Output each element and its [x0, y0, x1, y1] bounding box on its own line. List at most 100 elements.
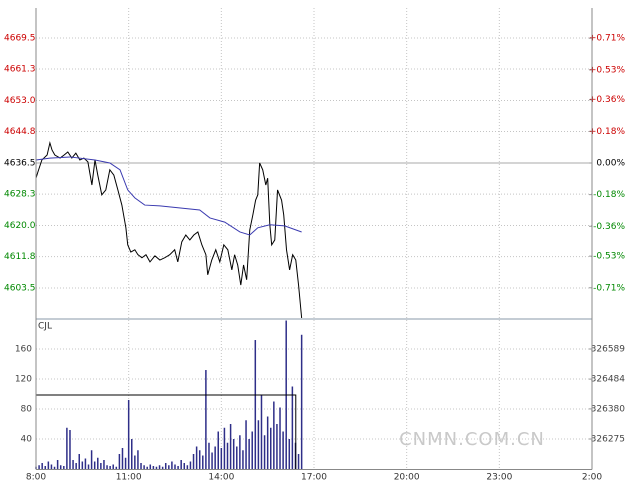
- volume-bar: [266, 416, 269, 469]
- volume-bar: [177, 466, 179, 469]
- volume-bar: [189, 461, 192, 469]
- y-tick-label: 40: [21, 435, 33, 445]
- y-tick-label: 4603.5: [4, 284, 36, 294]
- volume-bar: [78, 454, 80, 469]
- volume-bar: [53, 466, 56, 469]
- volume-bar: [112, 464, 114, 469]
- y-tick-label: 80: [21, 405, 33, 415]
- y2-tick-label: +0.18%: [589, 127, 626, 137]
- y2-tick-label: -0.18%: [593, 190, 625, 200]
- volume-bar: [66, 427, 68, 469]
- volume-bar: [118, 454, 121, 469]
- y-tick-label: 4611.8: [4, 252, 36, 262]
- volume-bar: [155, 466, 158, 469]
- volume-bar: [211, 452, 213, 469]
- volume-bar: [84, 458, 87, 469]
- y-tick-label: 4628.3: [4, 190, 36, 200]
- volume-bar: [248, 439, 250, 469]
- volume-bar: [38, 465, 40, 469]
- volume-bar: [149, 464, 152, 469]
- volume-bar: [63, 466, 65, 469]
- y2-tick-label: 0.00%: [596, 159, 625, 169]
- volume-bar: [97, 457, 99, 469]
- volume-bar: [223, 427, 226, 469]
- volume-bar: [251, 431, 253, 469]
- volume-bar: [41, 463, 43, 469]
- volume-bar: [137, 450, 139, 469]
- volume-bar: [171, 461, 173, 469]
- volume-bar: [198, 450, 201, 469]
- volume-bar: [124, 457, 127, 469]
- volume-bar: [44, 466, 47, 469]
- volume-bar: [291, 386, 294, 469]
- volume-bar: [208, 442, 210, 469]
- volume-bar: [257, 420, 260, 469]
- volume-bar: [217, 431, 219, 469]
- x-tick-label: 14:00: [208, 473, 234, 483]
- volume-bar: [121, 448, 124, 469]
- volume-bar: [192, 454, 195, 469]
- y-tick-label: 120: [15, 375, 32, 385]
- volume-bar: [260, 394, 263, 469]
- series-line: [36, 394, 297, 469]
- volume-bar: [152, 466, 155, 469]
- volume-bar: [164, 463, 167, 469]
- volume-bar: [115, 466, 118, 469]
- y2-tick-label: -0.53%: [593, 252, 625, 262]
- x-tick-label: 11:00: [116, 473, 142, 483]
- y2-tick-label: -0.36%: [593, 222, 625, 232]
- volume-bar: [183, 463, 186, 469]
- volume-bar: [282, 431, 284, 469]
- volume-bar: [297, 454, 300, 469]
- volume-bar: [109, 466, 111, 469]
- y-tick-label: 4661.3: [4, 65, 36, 75]
- x-tick-label: 23:00: [486, 473, 512, 483]
- volume-bar: [195, 446, 198, 469]
- volume-bar: [47, 461, 50, 469]
- volume-bar: [288, 439, 291, 469]
- x-tick-label: 2:00: [582, 473, 602, 483]
- y-tick-label: 160: [15, 345, 32, 355]
- volume-bar: [229, 424, 232, 469]
- volume-bar: [100, 463, 102, 469]
- x-tick-label: 17:00: [301, 473, 327, 483]
- volume-bar: [140, 463, 142, 469]
- y-tick-label: 4669.5: [4, 33, 36, 43]
- volume-bar: [205, 370, 207, 469]
- volume-bar: [69, 430, 71, 469]
- y2-tick-label: 326484: [591, 375, 626, 385]
- volume-bar: [103, 460, 105, 469]
- volume-bar: [87, 464, 90, 469]
- volume-bar: [56, 460, 59, 469]
- y2-tick-label: -0.71%: [593, 283, 625, 293]
- x-tick-label: 8:00: [26, 473, 46, 483]
- volume-bar: [106, 465, 108, 469]
- volume-bar: [75, 463, 77, 469]
- volume-bar: [158, 465, 161, 469]
- volume-bar: [239, 435, 241, 469]
- volume-bar: [90, 450, 93, 469]
- volume-bar: [273, 401, 275, 469]
- volume-bar: [220, 448, 223, 469]
- volume-bar: [50, 464, 53, 469]
- y-tick-label: 4653.0: [4, 96, 36, 106]
- volume-bar: [161, 466, 164, 469]
- volume-bar: [300, 334, 303, 469]
- y-tick-label: 4620.0: [4, 221, 36, 231]
- volume-bar: [279, 407, 281, 469]
- volume-bar: [168, 465, 170, 469]
- volume-bar: [276, 424, 278, 469]
- panel-title: CJL: [38, 322, 52, 332]
- series-line: [35, 156, 302, 236]
- y2-tick-label: +0.53%: [589, 65, 626, 75]
- volume-bar: [180, 460, 182, 469]
- y2-tick-label: +0.71%: [589, 34, 626, 44]
- y2-tick-label: 326275: [591, 434, 625, 444]
- volume-bar: [146, 466, 148, 469]
- volume-bar: [186, 465, 189, 469]
- y-tick-label: 4636.5: [4, 159, 36, 169]
- volume-bar: [134, 455, 136, 469]
- volume-bar: [214, 446, 216, 469]
- volume-bar: [226, 442, 229, 469]
